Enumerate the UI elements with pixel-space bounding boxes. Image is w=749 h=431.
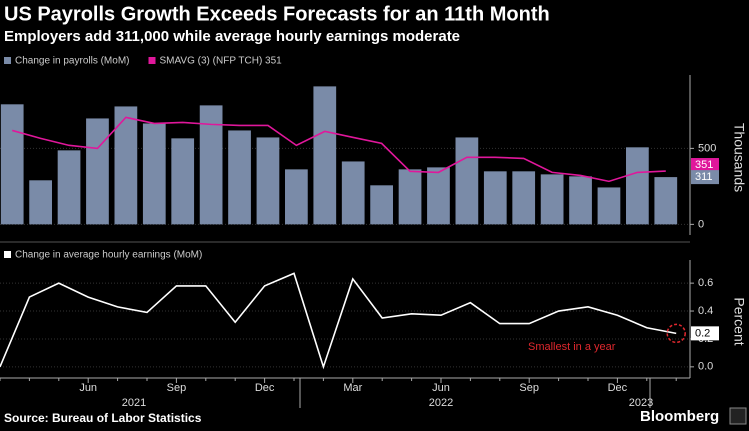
chart-subtitle: Employers add 311,000 while average hour… (4, 28, 460, 45)
bar (654, 177, 678, 225)
legend-label: Change in average hourly earnings (MoM) (15, 250, 202, 261)
y-tick-label: 500 (698, 142, 716, 154)
x-tick-label: Jun (432, 382, 450, 394)
bar (171, 138, 195, 225)
value-label: 351 (695, 159, 713, 171)
bar (228, 130, 251, 225)
brand-icon (729, 407, 747, 425)
x-tick-label: Dec (608, 382, 628, 394)
bar (483, 171, 507, 225)
year-label: 2021 (122, 397, 146, 409)
legend-label: SMAVG (3) (NFP TCH) 351 (160, 56, 283, 67)
bar (512, 171, 536, 225)
bar (398, 169, 422, 225)
bar (285, 169, 308, 225)
legend-swatch (148, 57, 156, 64)
bar (540, 174, 564, 225)
bar (569, 176, 592, 225)
y-axis-title: Percent (731, 297, 747, 345)
y-axis-title: Thousands (731, 123, 747, 192)
bar (256, 137, 280, 225)
y-tick-label: 0.4 (698, 305, 713, 317)
bar (114, 106, 138, 225)
bar (29, 180, 52, 225)
legend-swatch (4, 251, 11, 258)
source: Source: Bureau of Labor Statistics (4, 411, 202, 425)
bar (427, 167, 450, 225)
y-tick-label: 0 (698, 218, 704, 230)
x-tick-label: Jun (79, 382, 97, 394)
year-label: 2022 (429, 397, 453, 409)
bar (57, 150, 81, 225)
year-label: 2023 (629, 397, 653, 409)
annotation-circle (666, 323, 686, 344)
x-tick-label: Mar (343, 382, 362, 394)
bar (0, 104, 24, 225)
y-tick-label: 0.0 (698, 361, 713, 373)
value-label-box (691, 326, 719, 341)
brand: Bloomberg (640, 408, 719, 425)
x-tick-label: Sep (167, 382, 187, 394)
chart-title: US Payrolls Growth Exceeds Forecasts for… (4, 3, 550, 25)
line (11, 116, 666, 183)
x-tick-label: Sep (519, 382, 539, 394)
legend-swatch (4, 57, 11, 64)
value-label-box (691, 158, 719, 173)
bar (626, 147, 649, 225)
bar (370, 185, 393, 225)
line (0, 272, 677, 370)
bar (597, 187, 621, 225)
bar (199, 105, 223, 225)
x-tick-label: Dec (255, 382, 275, 394)
value-label: 0.2 (695, 327, 710, 339)
value-label-box (691, 170, 719, 185)
bar (341, 161, 365, 225)
legend-label: Change in payrolls (MoM) (15, 56, 130, 67)
annotation: Smallest in a year (528, 341, 616, 353)
bar (455, 137, 479, 225)
bar (86, 118, 109, 225)
y-tick-label: 0.6 (698, 277, 713, 289)
bar (313, 86, 337, 225)
value-label: 311 (695, 171, 713, 183)
bar (142, 123, 166, 225)
